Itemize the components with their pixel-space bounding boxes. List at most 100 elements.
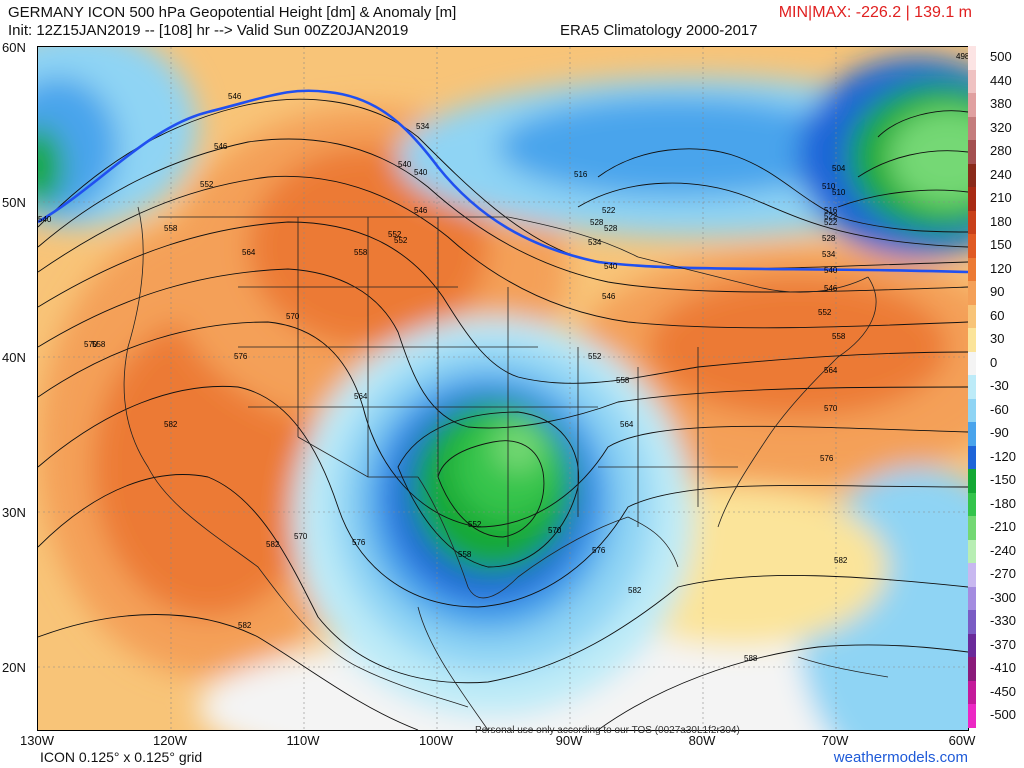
contour-label: 528 <box>590 218 604 227</box>
lat-label-40n: 40N <box>2 350 26 365</box>
climatology-note: ERA5 Climatology 2000-2017 <box>560 22 758 39</box>
legend-label: -330 <box>990 613 1017 629</box>
legend-entry: 90 <box>968 281 1024 305</box>
contour-label: 540 <box>604 262 618 271</box>
contour-label: 540 <box>824 266 838 275</box>
legend-label: 120 <box>990 260 1012 276</box>
legend-entry: 210 <box>968 187 1024 211</box>
legend-swatch <box>968 281 976 305</box>
legend-entry: 440 <box>968 69 1024 94</box>
contour-label: 522 <box>824 212 838 221</box>
legend-entry: -450 <box>968 680 1024 705</box>
legend-swatch <box>968 163 976 188</box>
legend-swatch <box>968 375 976 399</box>
lon-label-100w: 100W <box>419 733 453 748</box>
lon-label-80w: 80W <box>688 733 716 748</box>
lon-label-120w: 120W <box>153 733 187 748</box>
legend-swatch <box>968 516 976 540</box>
legend-entry: 0 <box>968 351 1024 376</box>
legend-label: 320 <box>990 119 1012 135</box>
contour-label: 558 <box>458 550 472 559</box>
contour-label: 540 <box>414 168 428 177</box>
legend-swatch <box>968 234 976 258</box>
contour-label: 564 <box>824 366 838 375</box>
legend-entry: -330 <box>968 610 1024 634</box>
lat-label-20n: 20N <box>2 660 26 675</box>
legend-label: 90 <box>990 284 1005 300</box>
legend-entry: 180 <box>968 210 1024 235</box>
legend-entry: -180 <box>968 492 1024 517</box>
map-canvas: 546 546 552 558 564 570 576 582 582 582 … <box>38 47 968 730</box>
map-title: GERMANY ICON 500 hPa Geopotential Height… <box>8 4 457 21</box>
legend-entry: -150 <box>968 469 1024 493</box>
lon-label-70w: 70W <box>821 733 849 748</box>
highlight-546-contour <box>38 89 968 274</box>
legend-swatch <box>968 116 976 141</box>
contour-label: 564 <box>620 420 634 429</box>
contour-label: 504 <box>832 164 846 173</box>
website-link[interactable]: weathermodels.com <box>833 749 968 766</box>
contour-label: 510 <box>822 182 836 191</box>
legend-swatch <box>968 304 976 329</box>
contour-label: 552 <box>200 180 214 189</box>
legend-swatch <box>968 586 976 611</box>
legend-entry: -30 <box>968 375 1024 399</box>
contour-label: 540 <box>398 160 412 169</box>
legend-entry: -500 <box>968 704 1024 728</box>
legend-entry: -410 <box>968 657 1024 681</box>
contour-label: 498 <box>956 52 968 61</box>
height-contours <box>38 98 968 730</box>
legend-entry: 320 <box>968 116 1024 141</box>
legend-label: 280 <box>990 143 1012 159</box>
legend-swatch <box>968 563 976 587</box>
contour-label: 546 <box>214 142 228 151</box>
legend-swatch <box>968 492 976 517</box>
contour-label: 516 <box>574 170 588 179</box>
legend-swatch <box>968 445 976 470</box>
legend-entry: -300 <box>968 586 1024 611</box>
legend-label: -240 <box>990 542 1017 558</box>
legend-swatch <box>968 422 976 446</box>
tos-disclaimer: Personal use only according to our TOS (… <box>475 725 740 736</box>
grid-info: ICON 0.125° x 0.125° grid <box>40 749 203 765</box>
contour-label: 540 <box>38 215 52 224</box>
contour-label: 546 <box>824 284 838 293</box>
legend-entry: 30 <box>968 328 1024 352</box>
legend-entry: 60 <box>968 304 1024 329</box>
legend-swatch <box>968 69 976 94</box>
legend-entry: -270 <box>968 563 1024 587</box>
contour-label: 522 <box>824 218 838 227</box>
legend-swatch <box>968 680 976 705</box>
contour-label: 564 <box>354 392 368 401</box>
legend-label: -60 <box>990 401 1009 417</box>
contour-labels: 546 546 552 558 564 570 576 582 582 582 … <box>38 52 968 663</box>
legend-entry: 380 <box>968 93 1024 117</box>
contour-label: 552 <box>394 236 408 245</box>
contour-label: 582 <box>628 586 642 595</box>
legend-entry: -240 <box>968 539 1024 564</box>
lon-label-90w: 90W <box>555 733 583 748</box>
contour-label: 528 <box>822 234 836 243</box>
contour-label: 516 <box>824 206 838 215</box>
lon-label-110w: 110W <box>286 733 320 748</box>
legend-swatch <box>968 657 976 681</box>
legend-swatch <box>968 328 976 352</box>
legend-swatch <box>968 539 976 564</box>
legend-label: 210 <box>990 190 1012 206</box>
legend-label: 0 <box>990 354 998 370</box>
legend-label: -410 <box>990 660 1017 676</box>
contour-label: 570 <box>84 340 98 349</box>
legend-swatch <box>968 398 976 423</box>
legend-entry: 240 <box>968 163 1024 188</box>
legend-label: -370 <box>990 636 1017 652</box>
legend-entry: 280 <box>968 140 1024 164</box>
legend-entry: -210 <box>968 516 1024 540</box>
contour-label: 534 <box>822 250 836 259</box>
contour-label: 558 <box>616 376 630 385</box>
political-boundaries <box>123 206 889 730</box>
legend-swatch <box>968 46 976 70</box>
contour-label: 588 <box>744 654 758 663</box>
contour-label: 534 <box>588 238 602 247</box>
legend-label: -500 <box>990 707 1017 723</box>
legend-entry: 120 <box>968 257 1024 282</box>
